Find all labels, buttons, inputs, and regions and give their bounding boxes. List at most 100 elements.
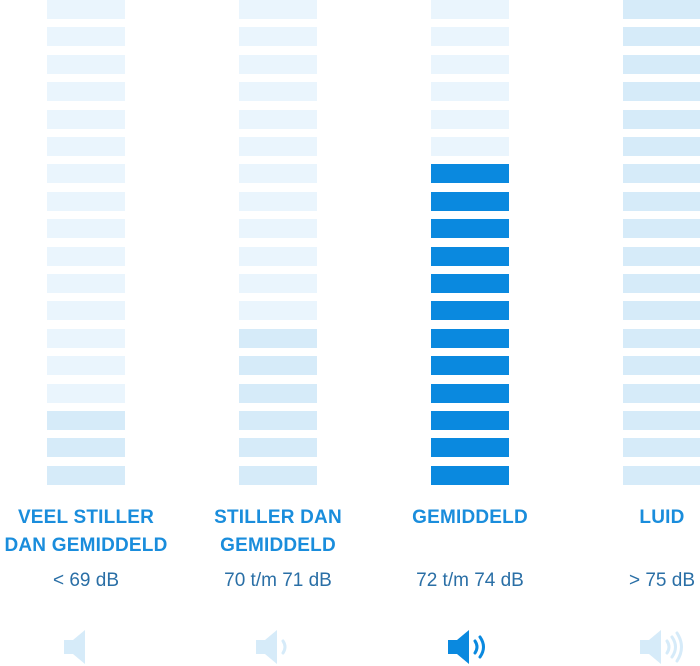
level-meter (623, 0, 700, 490)
db-range: 70 t/m 71 dB (224, 570, 332, 591)
meter-segment (239, 246, 317, 266)
meter-segment (47, 301, 125, 321)
meter-segment (431, 246, 509, 266)
meter-segment (47, 82, 125, 102)
meter-segment (623, 356, 700, 376)
meter-segment (239, 274, 317, 293)
meter-segment (431, 109, 509, 129)
level-label-line2: GEMIDDELD (220, 535, 336, 556)
level-label: LUID (572, 504, 700, 532)
speaker-medium-icon (448, 630, 485, 664)
meter-segment (47, 27, 125, 47)
meter-segment (47, 137, 125, 156)
meter-segment (431, 328, 509, 348)
meter-segment (431, 191, 509, 211)
meter-segment (623, 383, 700, 403)
meter-segment (239, 465, 317, 485)
meter-segment (239, 191, 317, 211)
meter-segment (47, 164, 125, 184)
meter-segment (431, 411, 509, 430)
meter-segment (431, 301, 509, 321)
meter-segment (431, 356, 509, 376)
level-meter (239, 0, 317, 490)
meter-segment (623, 109, 700, 129)
meter-segment (239, 356, 317, 376)
meter-segment (47, 411, 125, 430)
meter-segment (239, 219, 317, 239)
meter-segment (623, 274, 700, 293)
meter-segment (431, 438, 509, 458)
level-label: STILLER DAN GEMIDDELD (188, 504, 368, 560)
meter-segment (623, 328, 700, 348)
meter-segment (47, 465, 125, 485)
meter-segment (47, 274, 125, 293)
meter-segment (623, 164, 700, 184)
meter-segment (431, 219, 509, 239)
meter-segment (239, 301, 317, 321)
level-label-line1: STILLER DAN (214, 507, 342, 528)
level-label-line2: DAN GEMIDDELD (4, 535, 168, 556)
db-range: 72 t/m 74 dB (416, 570, 524, 591)
meter-segment (623, 301, 700, 321)
db-range: < 69 dB (52, 570, 120, 591)
speaker-muted-icon (64, 630, 85, 664)
meter-segment (431, 137, 509, 156)
meter-segment (623, 54, 700, 74)
level-label-line1: VEEL STILLER (17, 507, 155, 528)
meter-segment (431, 383, 509, 403)
speaker-body (640, 630, 661, 664)
meter-segment (47, 109, 125, 129)
meter-segment (623, 411, 700, 430)
sound-wave (675, 631, 683, 663)
level-column-stiller: STILLER DAN GEMIDDELD 70 t/m 71 dB (188, 0, 368, 666)
speaker-body (256, 630, 277, 664)
level-label: GEMIDDELD (380, 504, 560, 532)
meter-segment (47, 54, 125, 74)
meter-segment (47, 246, 125, 266)
level-meter (47, 0, 125, 490)
level-label: VEEL STILLER DAN GEMIDDELD (0, 504, 176, 560)
meter-segment (431, 0, 509, 19)
meter-segment (623, 191, 700, 211)
meter-segment (431, 164, 509, 184)
speaker-high-icon (640, 630, 683, 664)
level-column-veel-stiller: VEEL STILLER DAN GEMIDDELD < 69 dB (0, 0, 176, 666)
meter-segment (47, 328, 125, 348)
meter-segment (623, 246, 700, 266)
meter-segment (239, 27, 317, 47)
meter-segment (431, 465, 509, 485)
meter-segment (239, 438, 317, 458)
meter-segment (239, 0, 317, 19)
meter-segment (623, 27, 700, 47)
meter-segment (47, 383, 125, 403)
level-label-line2: LUID (639, 507, 685, 528)
db-range: > 75 dB (628, 570, 696, 591)
meter-segment (623, 219, 700, 239)
sound-wave (473, 639, 479, 655)
sound-wave (478, 635, 485, 659)
level-column-luid: LUID > 75 dB (572, 0, 700, 666)
sound-wave (670, 635, 677, 659)
meter-segment (239, 328, 317, 348)
meter-segment (239, 411, 317, 430)
meter-segment (239, 383, 317, 403)
meter-segment (623, 82, 700, 102)
meter-segment (431, 27, 509, 47)
meter-segment (239, 54, 317, 74)
meter-segment (623, 438, 700, 458)
meter-segment (47, 219, 125, 239)
meter-segment (431, 54, 509, 74)
speaker-low-icon (256, 630, 287, 664)
meter-segment (431, 82, 509, 102)
meter-segment (47, 0, 125, 19)
meter-segment (623, 137, 700, 156)
level-column-gemiddeld: GEMIDDELD 72 t/m 74 dB (380, 0, 560, 666)
meter-segment (431, 274, 509, 293)
speaker-body (448, 630, 469, 664)
meter-segment (47, 438, 125, 458)
sound-wave (281, 639, 287, 655)
level-meter (431, 0, 509, 490)
meter-segment (47, 191, 125, 211)
sound-wave (665, 639, 671, 655)
level-label-line2: GEMIDDELD (412, 507, 528, 528)
